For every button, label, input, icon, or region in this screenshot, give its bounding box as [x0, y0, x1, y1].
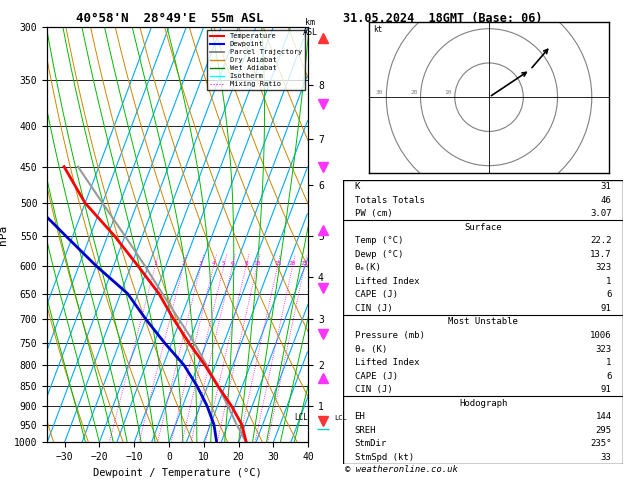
Text: kt: kt: [372, 25, 382, 34]
Text: CIN (J): CIN (J): [355, 304, 392, 313]
Text: 91: 91: [601, 304, 611, 313]
Text: Hodograph: Hodograph: [459, 399, 507, 408]
Text: 20: 20: [410, 90, 418, 95]
Text: 323: 323: [596, 345, 611, 353]
Text: 91: 91: [601, 385, 611, 394]
Text: 46: 46: [601, 196, 611, 205]
Text: 8: 8: [244, 261, 248, 266]
Text: Lifted Index: Lifted Index: [355, 277, 419, 286]
Text: CAPE (J): CAPE (J): [355, 372, 398, 381]
Text: 1: 1: [606, 277, 611, 286]
Text: 6: 6: [606, 291, 611, 299]
Text: 323: 323: [596, 263, 611, 272]
Text: 33: 33: [601, 453, 611, 462]
Text: 6: 6: [606, 372, 611, 381]
Text: K: K: [355, 182, 360, 191]
Text: 2: 2: [182, 261, 186, 266]
Text: Totals Totals: Totals Totals: [355, 196, 425, 205]
Text: 235°: 235°: [590, 439, 611, 448]
Text: km
ASL: km ASL: [303, 18, 318, 36]
Text: 15: 15: [274, 261, 281, 266]
Text: θₑ (K): θₑ (K): [355, 345, 387, 353]
Legend: Temperature, Dewpoint, Parcel Trajectory, Dry Adiabat, Wet Adiabat, Isotherm, Mi: Temperature, Dewpoint, Parcel Trajectory…: [208, 30, 304, 90]
Text: PW (cm): PW (cm): [355, 209, 392, 218]
X-axis label: Dewpoint / Temperature (°C): Dewpoint / Temperature (°C): [93, 468, 262, 478]
Text: 30: 30: [376, 90, 384, 95]
Text: Temp (°C): Temp (°C): [355, 236, 403, 245]
Text: 5: 5: [222, 261, 226, 266]
Text: 25: 25: [301, 261, 308, 266]
Text: © weatheronline.co.uk: © weatheronline.co.uk: [345, 465, 457, 474]
Text: CIN (J): CIN (J): [355, 385, 392, 394]
Text: Most Unstable: Most Unstable: [448, 317, 518, 327]
Text: 40°58'N  28°49'E  55m ASL: 40°58'N 28°49'E 55m ASL: [76, 12, 264, 25]
Text: LCL: LCL: [294, 414, 308, 422]
Text: Surface: Surface: [464, 223, 502, 232]
Y-axis label: hPa: hPa: [0, 225, 8, 244]
Text: Dewp (°C): Dewp (°C): [355, 250, 403, 259]
Text: 6: 6: [230, 261, 234, 266]
Text: 144: 144: [596, 412, 611, 421]
Text: 31.05.2024  18GMT (Base: 06): 31.05.2024 18GMT (Base: 06): [343, 12, 542, 25]
Text: StmDir: StmDir: [355, 439, 387, 448]
Text: 1006: 1006: [590, 331, 611, 340]
Text: 4: 4: [212, 261, 216, 266]
Text: 295: 295: [596, 426, 611, 435]
Text: θₑ(K): θₑ(K): [355, 263, 381, 272]
Text: 1: 1: [153, 261, 157, 266]
Text: EH: EH: [355, 412, 365, 421]
Text: 22.2: 22.2: [590, 236, 611, 245]
Text: 13.7: 13.7: [590, 250, 611, 259]
Text: StmSpd (kt): StmSpd (kt): [355, 453, 414, 462]
Text: 10: 10: [253, 261, 261, 266]
Text: 31: 31: [601, 182, 611, 191]
Text: 3.07: 3.07: [590, 209, 611, 218]
Text: Lifted Index: Lifted Index: [355, 358, 419, 367]
Text: 1: 1: [606, 358, 611, 367]
Text: Pressure (mb): Pressure (mb): [355, 331, 425, 340]
Text: 10: 10: [445, 90, 452, 95]
Text: LCL: LCL: [335, 415, 347, 421]
Text: CAPE (J): CAPE (J): [355, 291, 398, 299]
Text: 3: 3: [199, 261, 203, 266]
Text: SREH: SREH: [355, 426, 376, 435]
Text: 20: 20: [289, 261, 296, 266]
